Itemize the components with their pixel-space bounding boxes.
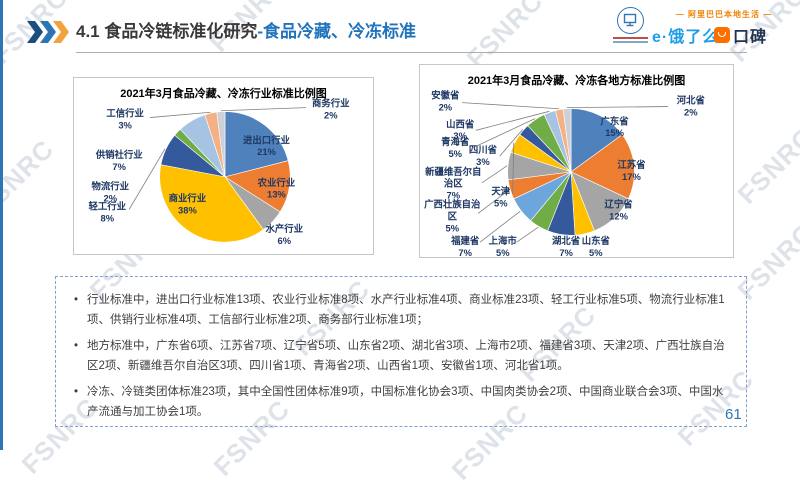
province-standards-pie-panel: 2021年3月食品冷藏、冷冻各地方标准比例图 广东省 15% 江苏省 17% 辽宁省 12… [419, 64, 734, 258]
province-pie-chart: 广东省 15% 江苏省 17% 辽宁省 12% 山东省 5%湖北省 7% 上海市 5% 福建省 7%广西… [424, 90, 706, 257]
watermark-text: FSNRC [731, 121, 800, 210]
pie-label-上海市: 上海市 5% [489, 235, 518, 257]
pie-label-轻工行业: 轻工行业 8% [89, 201, 127, 224]
leader-line-山西省 [475, 110, 550, 131]
koubei-smile-icon [714, 27, 730, 43]
pie-label-商务行业: 商务行业 2% [312, 98, 350, 121]
pie-slice-进出口行业 [224, 111, 289, 178]
association-emblem-icon [623, 13, 637, 27]
pie-label-河北省: 河北省 2% [677, 95, 706, 118]
chevrons-icon [27, 21, 69, 43]
leader-line-四川省 [499, 129, 524, 157]
pie-label-商业行业: 商业行业 38% [169, 193, 207, 216]
leader-line-青海省 [471, 118, 536, 149]
summary-bullet-group: 冷冻、冷链类团体标准23项，其中全国性团体标准9项，中国标准化协会3项、中国肉类… [72, 382, 728, 423]
page-title: 4.1 食品冷链标准化研究-食品冷藏、冷冻标准 [76, 17, 416, 42]
koubei-logo: 口碑 [714, 23, 767, 47]
pie-label-江苏省: 江苏省 17% [617, 159, 646, 182]
province-pie-title: 2021年3月食品冷藏、冷冻各地方标准比例图 [467, 75, 686, 87]
pie-label-辽宁省: 辽宁省 12% [604, 199, 633, 222]
page-title-highlight: -食品冷藏、冷冻标准 [257, 22, 417, 41]
pie-label-水产行业: 水产行业 6% [266, 223, 304, 246]
pie-label-进出口行业: 进出口行业 21% [243, 134, 291, 157]
leader-line-工信行业 [149, 111, 211, 118]
title-underline [76, 52, 747, 53]
summary-panel: 行业标准中，进出口行业标准13项、农业行业标准8项、水产行业标准4项、商业标准2… [55, 276, 747, 427]
alibaba-local-life-tagline: — 阿里巴巴本地生活 — [675, 10, 773, 19]
leader-line-天津 [512, 142, 515, 194]
association-logo [617, 7, 644, 34]
pie-label-工信行业: 工信行业 3% [106, 108, 144, 131]
pie-label-福建省: 福建省 7% [450, 235, 480, 257]
pie-label-山东省: 山东省 5% [582, 235, 611, 257]
leader-line-河北省 [566, 106, 669, 109]
pie-label-农业行业: 农业行业 13% [257, 177, 296, 200]
brand-cluster: — 阿里巴巴本地生活 — e·饿了么 口碑 [612, 4, 797, 52]
leader-line-福建省 [479, 210, 521, 243]
eleme-logo: e·饿了么 [652, 29, 720, 46]
summary-bullet-industry: 行业标准中，进出口行业标准13项、农业行业标准8项、水产行业标准4项、商业标准2… [72, 290, 728, 331]
pie-label-湖北省: 湖北省 7% [552, 235, 581, 257]
association-caption-line [613, 37, 648, 39]
pie-label-广东省: 广东省 15% [601, 115, 630, 138]
pie-label-广西壮族自治区: 广西壮族自治区 5% [424, 199, 481, 234]
pie-slice-商业行业 [159, 164, 264, 243]
pie-label-新疆维吾尔自治区: 新疆维吾尔自治区 7% [425, 166, 481, 201]
watermark-text: FSNRC [0, 133, 60, 222]
association-caption-line [613, 41, 648, 43]
pie-slice-江苏省 [570, 134, 635, 200]
page-title-main: 4.1 食品冷链标准化研究 [76, 22, 258, 41]
pie-label-青海省: 青海省 5% [441, 136, 470, 159]
pie-label-天津: 天津 5% [491, 186, 510, 209]
presentation-slide: FSNRC FSNRC FSNRC FSNRC FSNRC FSNRC FSNRC FSNRC… [0, 0, 800, 450]
pie-label-安徽省: 安徽省 2% [431, 90, 460, 113]
leader-line-轻工行业 [128, 148, 166, 210]
summary-list: 行业标准中，进出口行业标准13项、农业行业标准8项、水产行业标准4项、商业标准2… [72, 290, 728, 423]
pie-label-四川省: 四川省 3% [469, 144, 498, 167]
pie-label-供销社行业: 供销社行业 7% [95, 149, 144, 172]
pie-slice-广东省 [570, 108, 623, 173]
pie-slice-河北省 [562, 108, 572, 172]
leader-line-上海市 [516, 226, 539, 243]
leader-line-安徽省 [462, 102, 560, 110]
koubei-logo-text: 口碑 [733, 29, 768, 46]
summary-bullet-province: 地方标准中，广东省6项、江苏省7项、辽宁省5项、山东省2项、湖北省3项、上海市2… [72, 336, 728, 377]
left-accent-bar [0, 0, 3, 450]
industry-pie-title: 2021年3月食品冷藏、冷冻行业标准比例图 [120, 88, 327, 100]
pie-label-山西省: 山西省 3% [446, 118, 475, 141]
page-number: 61 [725, 406, 742, 423]
industry-pie-chart: 进出口行业 21% 农业行业 13% 水产行业 6% 商业行业 38% 轻工行业 8%物流行业 2%… [89, 98, 351, 246]
pie-slice-商务行业 [216, 111, 226, 177]
leader-line-新疆维吾尔自治区 [481, 165, 508, 184]
industry-standards-pie-panel: 2021年3月食品冷藏、冷冻行业标准比例图 进出口行业 21% 农业行业 13% 水产行… [73, 77, 374, 255]
leader-line-广西壮族自治区 [477, 189, 510, 214]
pie-label-物流行业: 物流行业 2% [92, 181, 130, 204]
leader-line-商务行业 [220, 107, 307, 112]
